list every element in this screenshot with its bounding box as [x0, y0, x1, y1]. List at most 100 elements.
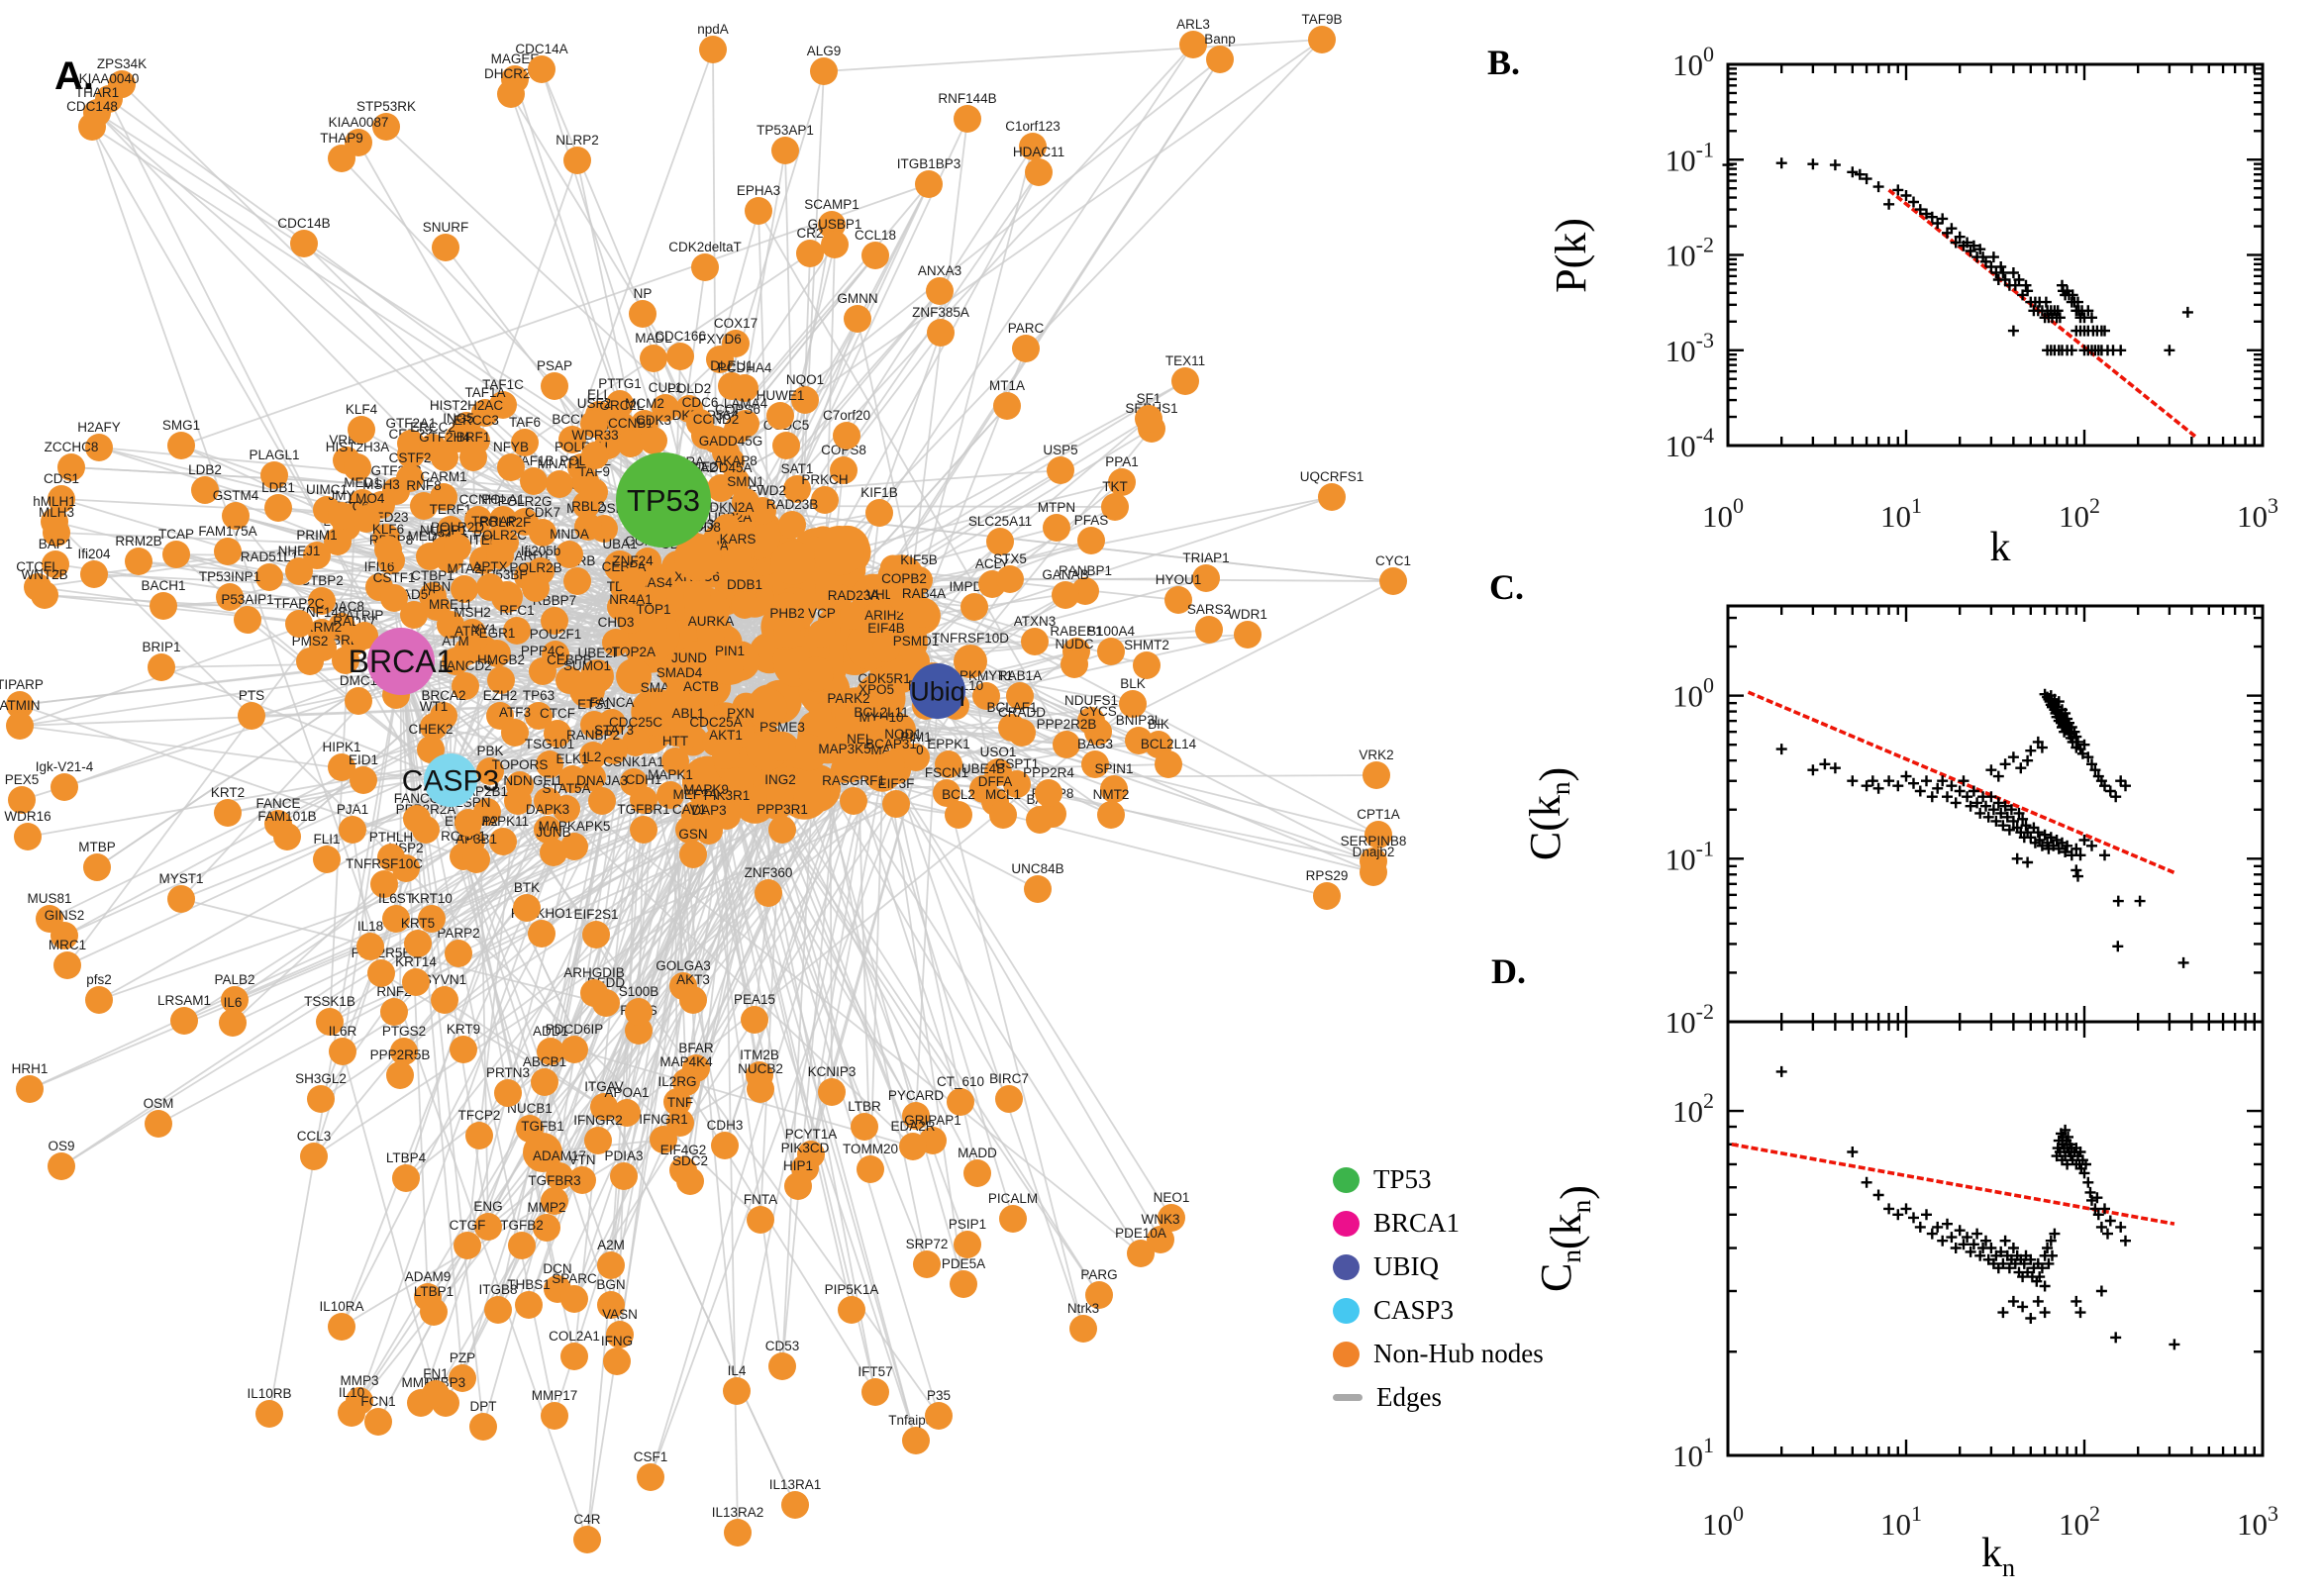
network-node[interactable]: [522, 574, 550, 602]
network-node[interactable]: [529, 519, 556, 547]
network-node[interactable]: [374, 536, 402, 563]
network-node[interactable]: [351, 622, 378, 649]
network-node[interactable]: [768, 1352, 796, 1380]
network-node[interactable]: [731, 374, 758, 402]
network-node[interactable]: [606, 390, 634, 418]
network-node[interactable]: [683, 583, 711, 611]
network-node[interactable]: [996, 565, 1024, 593]
network-node[interactable]: [720, 766, 754, 801]
network-node[interactable]: [1100, 775, 1128, 803]
network-node[interactable]: [531, 1068, 558, 1096]
network-node[interactable]: [390, 1038, 418, 1065]
network-node[interactable]: [377, 844, 405, 871]
network-node[interactable]: [370, 870, 398, 898]
network-node[interactable]: [452, 672, 479, 700]
network-node[interactable]: [1234, 621, 1262, 648]
network-node[interactable]: [238, 702, 265, 730]
network-node[interactable]: [328, 502, 355, 530]
network-node[interactable]: [513, 894, 541, 922]
network-node[interactable]: [497, 80, 525, 108]
network-node[interactable]: [497, 453, 525, 481]
network-node[interactable]: [935, 750, 962, 778]
network-node[interactable]: [665, 679, 693, 707]
network-node[interactable]: [821, 231, 849, 258]
network-node[interactable]: [865, 499, 893, 527]
network-node[interactable]: [640, 427, 667, 454]
network-node[interactable]: [768, 816, 796, 844]
network-node[interactable]: [1133, 651, 1161, 679]
network-node[interactable]: [476, 757, 504, 785]
network-node[interactable]: [661, 748, 689, 775]
network-node[interactable]: [508, 1232, 536, 1259]
hub-node-tp53[interactable]: [616, 452, 711, 548]
network-node[interactable]: [148, 653, 175, 681]
network-node[interactable]: [234, 606, 261, 634]
network-node[interactable]: [768, 734, 796, 761]
network-node[interactable]: [588, 787, 616, 815]
network-node[interactable]: [640, 345, 667, 372]
network-node[interactable]: [826, 726, 860, 760]
network-node[interactable]: [861, 242, 889, 269]
network-node[interactable]: [972, 682, 1000, 710]
network-node[interactable]: [503, 617, 531, 645]
network-node[interactable]: [755, 879, 782, 907]
network-node[interactable]: [221, 986, 249, 1014]
network-node[interactable]: [1192, 564, 1220, 592]
network-node[interactable]: [781, 1491, 809, 1519]
network-node[interactable]: [541, 607, 568, 635]
network-node[interactable]: [444, 534, 471, 561]
network-node[interactable]: [534, 816, 561, 844]
network-node[interactable]: [560, 1343, 588, 1370]
network-node[interactable]: [515, 1291, 543, 1319]
network-node[interactable]: [603, 1347, 631, 1375]
network-node[interactable]: [85, 434, 113, 461]
network-node[interactable]: [746, 687, 788, 730]
network-node[interactable]: [784, 1172, 812, 1200]
network-node[interactable]: [830, 456, 858, 484]
network-node[interactable]: [344, 453, 371, 481]
network-node[interactable]: [713, 514, 741, 542]
network-node[interactable]: [862, 696, 890, 724]
network-node[interactable]: [954, 645, 987, 678]
network-node[interactable]: [879, 554, 906, 581]
network-node[interactable]: [902, 1427, 930, 1454]
network-node[interactable]: [469, 1413, 497, 1441]
network-node[interactable]: [723, 1377, 751, 1405]
network-node[interactable]: [364, 1408, 392, 1436]
network-node[interactable]: [85, 986, 113, 1014]
network-node[interactable]: [511, 429, 539, 456]
network-node[interactable]: [772, 432, 800, 459]
network-node[interactable]: [831, 755, 858, 783]
network-node[interactable]: [724, 1519, 752, 1546]
network-node[interactable]: [329, 1038, 356, 1065]
network-node[interactable]: [1025, 158, 1053, 186]
network-node[interactable]: [417, 736, 445, 763]
network-node[interactable]: [857, 1155, 884, 1183]
network-node[interactable]: [324, 528, 352, 555]
network-node[interactable]: [476, 573, 504, 601]
network-node[interactable]: [483, 640, 511, 667]
network-node[interactable]: [556, 541, 583, 568]
network-node[interactable]: [590, 1093, 618, 1121]
network-node[interactable]: [745, 197, 772, 225]
network-node[interactable]: [954, 105, 981, 133]
network-node[interactable]: [933, 779, 960, 807]
network-node[interactable]: [50, 773, 78, 801]
network-node[interactable]: [650, 1126, 677, 1153]
network-node[interactable]: [630, 786, 657, 814]
network-node[interactable]: [580, 979, 608, 1007]
network-node[interactable]: [442, 648, 469, 675]
network-node[interactable]: [484, 1296, 512, 1324]
network-node[interactable]: [814, 526, 864, 576]
network-node[interactable]: [882, 790, 910, 818]
network-node[interactable]: [674, 534, 722, 581]
network-node[interactable]: [16, 1075, 44, 1103]
network-node[interactable]: [214, 538, 242, 565]
network-node[interactable]: [300, 1143, 328, 1170]
network-node[interactable]: [410, 492, 438, 520]
network-node[interactable]: [529, 657, 556, 685]
network-node[interactable]: [437, 611, 464, 639]
network-node[interactable]: [905, 566, 933, 594]
network-node[interactable]: [840, 602, 867, 630]
network-node[interactable]: [1012, 335, 1040, 362]
